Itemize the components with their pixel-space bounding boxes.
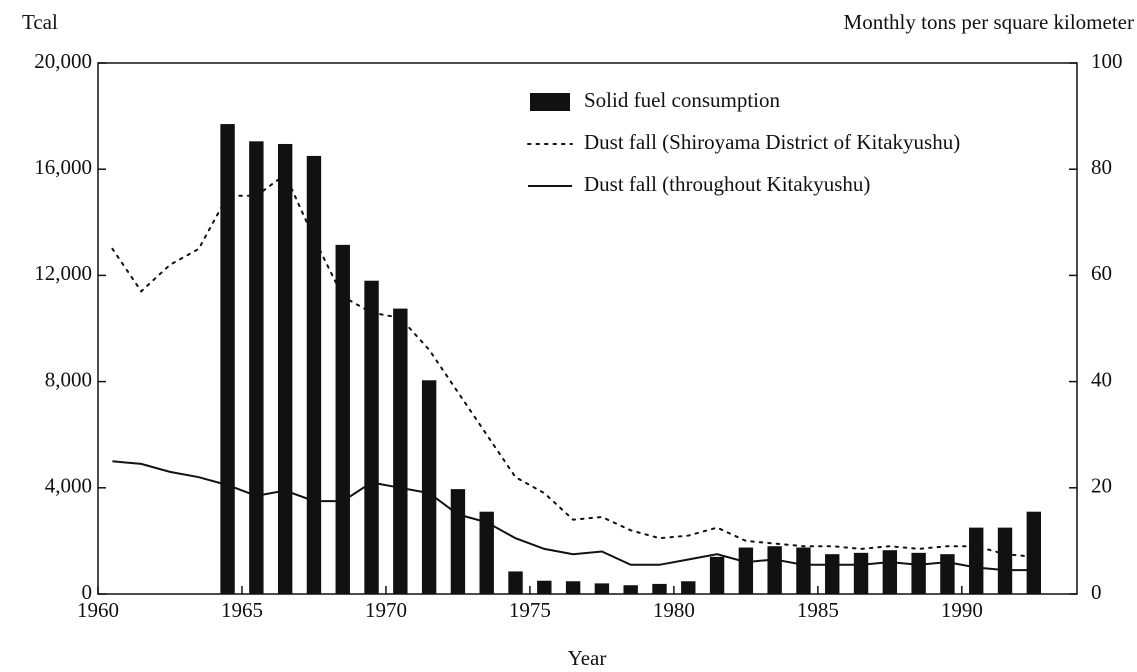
legend-label: Dust fall (throughout Kitakyushu)	[584, 172, 870, 196]
bar	[825, 554, 840, 594]
bar	[450, 489, 466, 594]
bar	[565, 581, 581, 594]
bar	[421, 380, 437, 594]
bar	[537, 580, 552, 594]
x-tick-label: 1970	[365, 598, 407, 622]
bar	[306, 155, 322, 595]
y-tick-label: 4,000	[45, 474, 92, 498]
bar	[364, 280, 379, 594]
bar	[594, 583, 610, 594]
bar	[249, 141, 264, 594]
x-tick-label: 1975	[509, 598, 551, 622]
y2-tick-label: 100	[1091, 49, 1123, 73]
line	[112, 460, 1034, 572]
bar	[335, 244, 350, 594]
y-tick-label: 16,000	[34, 155, 92, 179]
bar	[940, 554, 955, 594]
bar	[1026, 511, 1042, 594]
bar	[853, 552, 869, 594]
y-tick-label: 8,000	[45, 367, 92, 391]
x-tick-label: 1985	[797, 598, 839, 622]
bar	[393, 308, 408, 594]
y-axis-label: Tcal	[22, 10, 58, 34]
bar	[479, 511, 494, 594]
legend-label: Dust fall (Shiroyama District of Kitakyu…	[584, 130, 960, 154]
bar	[623, 585, 638, 594]
x-tick-label: 1980	[653, 598, 695, 622]
plot-frame	[97, 62, 1078, 595]
y-tick-label: 20,000	[34, 49, 92, 73]
bar	[738, 547, 754, 594]
bar	[277, 143, 293, 595]
bar	[997, 527, 1013, 594]
bar	[969, 527, 984, 594]
bar	[709, 556, 725, 594]
y2-tick-label: 20	[1091, 474, 1112, 498]
legend-swatch	[530, 93, 570, 111]
x-tick-label: 1990	[941, 598, 983, 622]
y2-axis-label: Monthly tons per square kilometer	[844, 10, 1134, 34]
y2-tick-label: 0	[1091, 580, 1102, 604]
bar	[882, 550, 898, 594]
bar	[767, 546, 782, 594]
y2-tick-label: 60	[1091, 261, 1112, 285]
bar	[652, 583, 667, 594]
y-tick-label: 12,000	[34, 261, 92, 285]
y2-tick-label: 80	[1091, 155, 1112, 179]
y-tick-label: 0	[82, 580, 93, 604]
x-tick-label: 1965	[221, 598, 263, 622]
x-tick-label: 1960	[77, 598, 119, 622]
y2-tick-label: 40	[1091, 367, 1112, 391]
line	[111, 172, 1035, 558]
bar	[911, 552, 926, 594]
x-axis-label: Year	[568, 646, 607, 670]
bar	[681, 581, 696, 594]
legend-label: Solid fuel consumption	[584, 88, 780, 112]
bar	[220, 124, 235, 594]
bar	[796, 547, 811, 594]
bar	[508, 571, 523, 594]
